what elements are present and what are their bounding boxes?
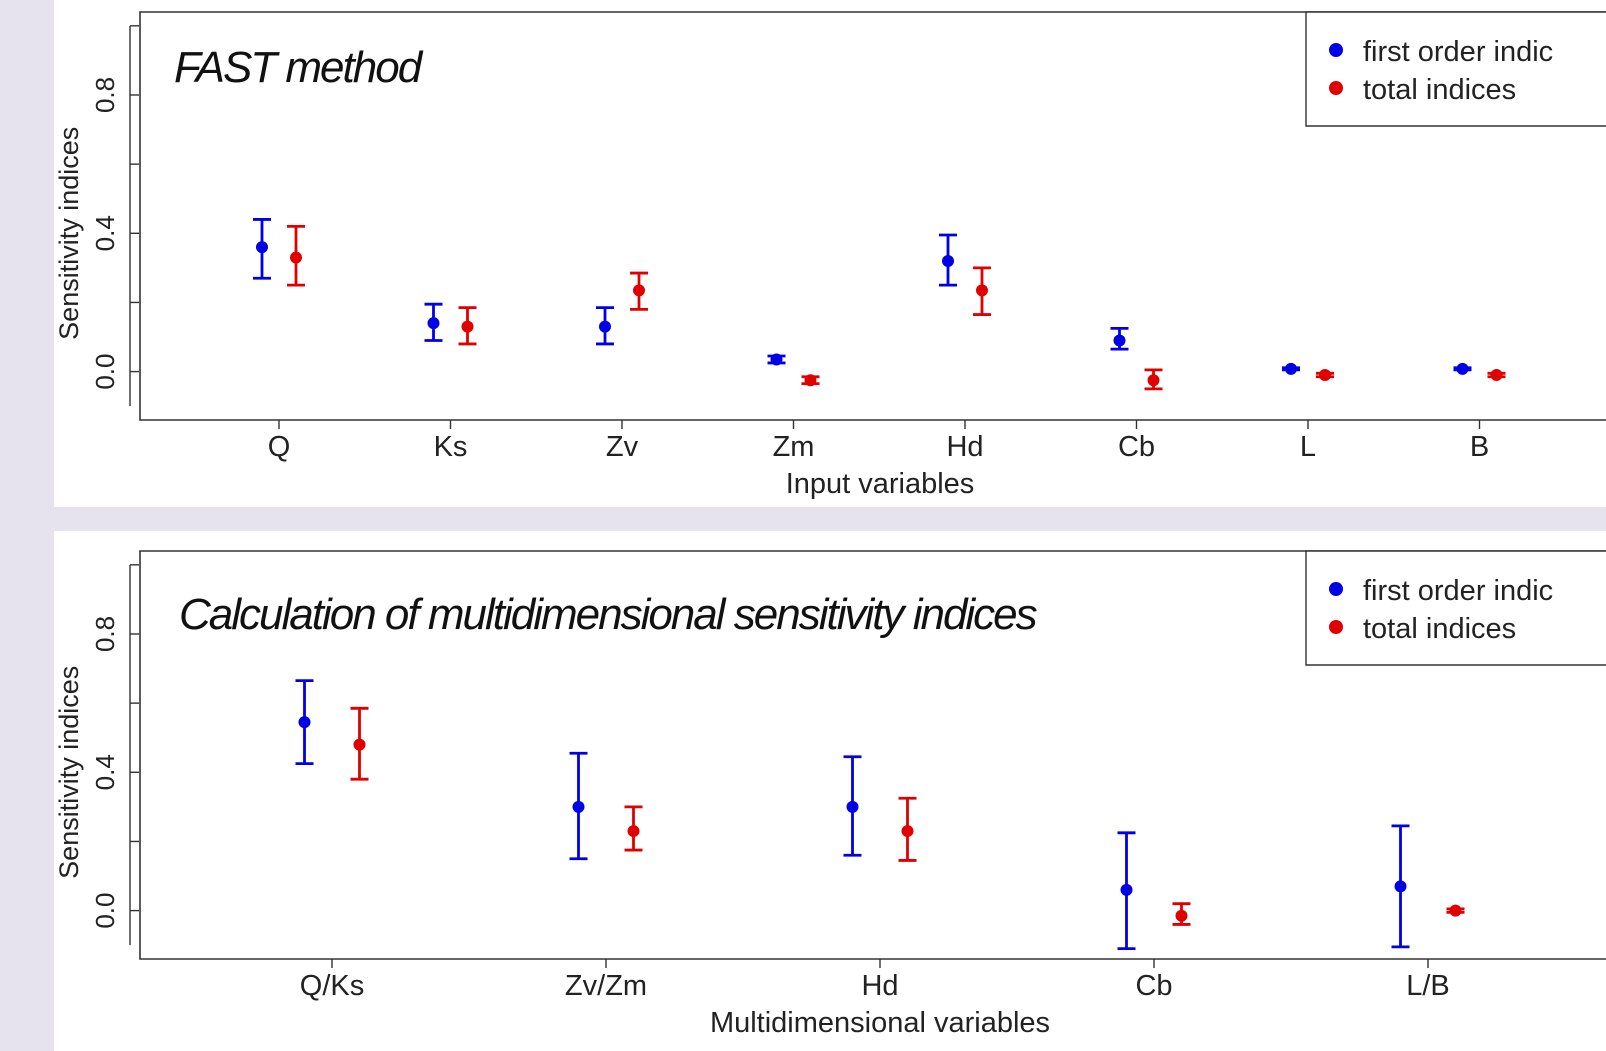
data-point — [633, 284, 645, 297]
y-tick-label: 0.8 — [90, 616, 120, 652]
data-point — [1394, 880, 1407, 893]
y-tick-label: 0.4 — [90, 754, 120, 790]
data-point — [1147, 374, 1160, 387]
data-point — [427, 317, 440, 330]
data-point — [290, 251, 302, 264]
legend-label: total indices — [1363, 74, 1516, 106]
legend-label: first order indic — [1363, 575, 1553, 607]
legend-label: total indices — [1363, 613, 1516, 645]
y-tick-label: 0.0 — [90, 354, 120, 390]
data-point — [1490, 369, 1503, 382]
data-point — [572, 800, 585, 813]
y-tick-label: 0.0 — [90, 893, 120, 929]
legend-box — [1305, 11, 1606, 127]
legend-box — [1305, 550, 1606, 666]
chart-panel-multidimensional: 0.0 0.4 0.8 Sensitivity indices Q/Ks Zv/Zm Hd C… — [54, 531, 1606, 1051]
data-point — [1319, 369, 1331, 382]
x-tick-label: Zv — [606, 431, 639, 463]
data-point — [461, 320, 474, 333]
chart-title: FAST method — [174, 43, 424, 92]
x-tick-label: Hd — [946, 431, 983, 463]
chart-panel-fast: 0.0 0.4 0.8 Sensitivity indices Q Ks Zv Zm Hd Cb L… — [54, 0, 1606, 507]
data-point — [976, 284, 988, 297]
y-tick-label: 0.8 — [90, 77, 120, 113]
data-point — [770, 353, 783, 366]
x-tick-label: Ks — [434, 431, 468, 463]
x-tick-label: Zm — [773, 431, 815, 463]
data-point — [901, 825, 914, 838]
legend-label: first order indic — [1363, 36, 1553, 68]
data-point — [627, 825, 640, 838]
chart-title: Calculation of multidimensional sensitiv… — [179, 590, 1038, 639]
legend-marker — [1329, 43, 1343, 57]
x-tick-label: Cb — [1118, 431, 1155, 463]
x-tick-label: L — [1300, 431, 1316, 463]
data-point — [942, 254, 954, 267]
data-point — [1449, 904, 1462, 917]
data-point — [353, 738, 366, 751]
x-tick-label: L/B — [1406, 970, 1450, 1002]
x-tick-label: Q/Ks — [300, 970, 364, 1002]
data-point — [599, 320, 611, 333]
data-point — [1456, 362, 1469, 375]
data-point — [298, 716, 311, 729]
plot-frame — [139, 11, 1606, 421]
x-tick-label: Hd — [861, 970, 898, 1002]
legend-marker — [1329, 582, 1343, 596]
legend-marker — [1329, 81, 1343, 95]
data-point — [1113, 334, 1126, 347]
y-axis-label: Sensitivity indices — [54, 127, 84, 340]
data-point — [1175, 909, 1188, 922]
y-axis-label: Sensitivity indices — [54, 666, 84, 879]
x-axis-label: Input variables — [786, 468, 975, 500]
data-point — [804, 374, 817, 387]
x-axis-label: Multidimensional variables — [710, 1007, 1050, 1039]
x-tick-label: Cb — [1135, 970, 1172, 1002]
data-point — [846, 800, 859, 813]
data-point — [1120, 883, 1133, 896]
y-tick-label: 0.4 — [90, 215, 120, 251]
x-tick-label: Zv/Zm — [565, 970, 647, 1002]
data-point — [1285, 362, 1297, 375]
data-point — [256, 241, 268, 254]
plot-frame — [139, 550, 1606, 960]
x-tick-label: B — [1470, 431, 1489, 463]
legend-marker — [1329, 620, 1343, 634]
x-tick-label: Q — [268, 431, 291, 463]
